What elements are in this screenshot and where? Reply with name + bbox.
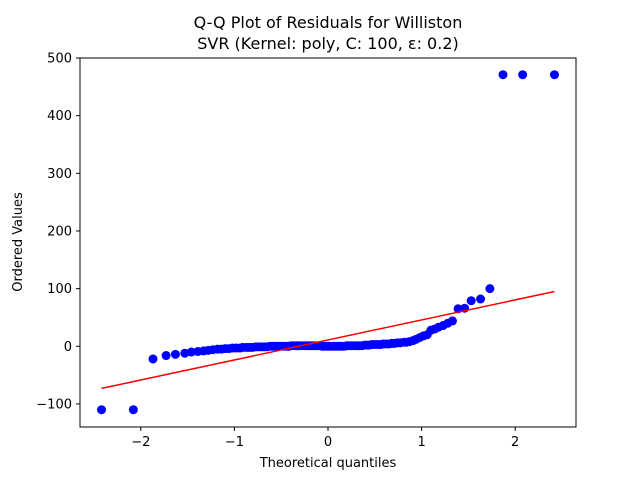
x-tick-label: 0 xyxy=(324,435,332,450)
chart-title-line1: Q-Q Plot of Residuals for Williston xyxy=(194,13,463,32)
chart-title-line2: SVR (Kernel: poly, C: 100, ε: 0.2) xyxy=(197,34,459,53)
data-point xyxy=(97,405,107,415)
y-tick-label: 0 xyxy=(64,340,72,355)
data-point xyxy=(485,284,495,294)
y-tick-label: 200 xyxy=(47,224,72,239)
x-axis: −2 −1 0 1 2 xyxy=(131,427,519,450)
y-axis-label: Ordered Values xyxy=(11,192,26,292)
data-point xyxy=(128,405,138,415)
data-point xyxy=(161,351,171,361)
plot-frame xyxy=(79,57,577,428)
plot-area xyxy=(97,70,559,415)
data-point xyxy=(498,70,508,80)
data-point xyxy=(466,296,476,306)
data-point xyxy=(186,347,196,357)
x-axis-label: Theoretical quantiles xyxy=(259,456,397,471)
data-marks xyxy=(97,70,559,415)
fit-line xyxy=(101,290,555,390)
y-tick-label: 500 xyxy=(47,52,72,67)
x-tick-label: 2 xyxy=(511,435,519,450)
x-tick-label: 1 xyxy=(417,435,425,450)
data-point xyxy=(170,349,180,359)
y-tick-label: 300 xyxy=(47,167,72,182)
data-point xyxy=(518,70,528,80)
data-point xyxy=(476,294,486,304)
data-point xyxy=(148,354,158,364)
data-point xyxy=(549,70,559,80)
y-tick-label: 100 xyxy=(47,282,72,297)
x-tick-label: −1 xyxy=(225,435,244,450)
data-point xyxy=(447,316,457,326)
y-tick-label: 400 xyxy=(47,109,72,124)
y-tick-label: −100 xyxy=(36,397,72,412)
x-tick-label: −2 xyxy=(131,435,150,450)
y-axis: −100 0 100 200 300 400 500 xyxy=(36,52,80,412)
